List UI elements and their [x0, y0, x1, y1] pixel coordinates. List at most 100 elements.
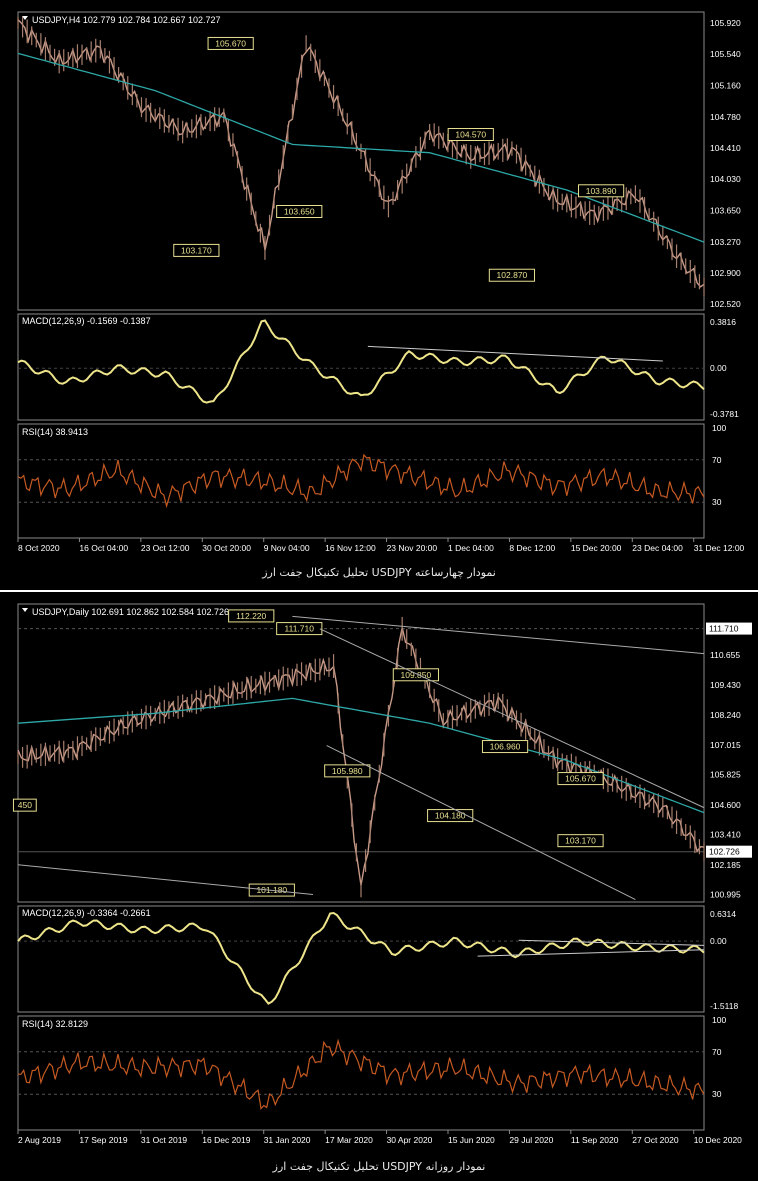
price-annotation: 103.650 — [284, 206, 315, 216]
time-axis-label: 31 Jan 2020 — [264, 1135, 311, 1145]
macd-line — [17, 319, 705, 404]
moving-average-line — [17, 697, 705, 814]
price-annotation: 103.170 — [565, 836, 596, 846]
price-panel-frame — [17, 603, 705, 903]
price-annotation-box — [276, 204, 323, 218]
price-axis-label: 102.185 — [710, 860, 741, 870]
price-annotation-box — [173, 243, 220, 257]
price-annotation-box — [488, 268, 536, 282]
price-annotation: 103.890 — [586, 186, 617, 196]
rsi-panel-frame — [17, 1015, 705, 1131]
price-annotation: 104.570 — [455, 130, 486, 140]
price-annotation: 105.670 — [215, 38, 246, 48]
rsi-axis-label: 100 — [712, 423, 726, 433]
time-axis-label: 17 Sep 2019 — [79, 1135, 127, 1145]
price-axis-label: 105.160 — [710, 81, 741, 91]
rsi-axis-label: 30 — [712, 1089, 722, 1099]
rsi-header: RSI(14) 32.8129 — [22, 1019, 88, 1029]
time-axis-label: 23 Nov 20:00 — [387, 543, 438, 553]
daily-caption: تحلیل تکنیکال جفت ارز USDJPY نمودار روزا… — [272, 1160, 486, 1173]
dropdown-triangle-icon — [22, 16, 28, 20]
rsi-axis-label: 70 — [712, 1047, 722, 1057]
trendline — [17, 864, 314, 896]
price-axis-label: 100.995 — [710, 890, 741, 900]
price-tag-bg — [706, 622, 752, 635]
price-annotation: 450 — [18, 800, 32, 810]
time-axis-label: 16 Oct 04:00 — [79, 543, 128, 553]
price-annotation: 111.710 — [285, 624, 315, 634]
price-axis-label: 103.270 — [710, 237, 741, 247]
rsi-axis-label: 30 — [712, 497, 722, 507]
price-axis-label: 103.650 — [710, 206, 741, 216]
price-axis-label: 102.520 — [710, 299, 741, 309]
macd-panel-frame — [17, 905, 705, 1013]
price-annotation-box — [207, 36, 254, 50]
time-axis-label: 31 Dec 12:00 — [694, 543, 745, 553]
price-axis-label: 109.430 — [710, 680, 741, 690]
rsi-panel-frame — [17, 423, 705, 539]
time-axis-label: 15 Jun 2020 — [448, 1135, 495, 1145]
time-axis-label: 8 Dec 12:00 — [509, 543, 555, 553]
price-axis-label: 104.410 — [710, 143, 741, 153]
macd-axis-label: 0.6314 — [710, 909, 736, 919]
dropdown-triangle-icon — [22, 608, 28, 612]
trendline — [326, 745, 636, 900]
h4-chart-svg: USDJPY,H4 102.779 102.784 102.667 102.72… — [17, 11, 745, 553]
price-annotation: 105.980 — [332, 766, 363, 776]
macd-axis-label: -1.5118 — [710, 1001, 738, 1011]
macd-line — [17, 911, 705, 1005]
time-axis-label: 31 Oct 2019 — [141, 1135, 188, 1145]
chart-panel-daily: USDJPY,Daily 102.691 102.862 102.584 102… — [0, 592, 758, 1181]
price-annotation: 112.220 — [236, 611, 266, 621]
rsi-axis-label: 70 — [712, 455, 722, 465]
price-tag: 111.710 — [709, 624, 739, 634]
price-axis-label: 103.410 — [710, 830, 741, 840]
h4-caption: تحلیل تکنیکال جفت ارز USDJPY نمودار چهار… — [262, 566, 496, 579]
time-axis-label: 30 Oct 20:00 — [202, 543, 251, 553]
price-annotation: 106.960 — [490, 742, 521, 752]
trendline — [292, 615, 705, 655]
price-panel-frame — [17, 11, 705, 311]
time-axis-label: 29 Jul 2020 — [509, 1135, 553, 1145]
price-annotation-box — [276, 622, 323, 636]
macd-trendline — [477, 949, 705, 957]
price-axis-label: 102.900 — [710, 268, 741, 278]
time-axis-label: 1 Dec 04:00 — [448, 543, 494, 553]
time-axis-label: 23 Oct 12:00 — [141, 543, 190, 553]
price-annotation: 109.850 — [401, 670, 432, 680]
macd-axis-label: 0.00 — [710, 936, 727, 946]
price-axis-label: 104.780 — [710, 112, 741, 122]
price-tag-bg — [706, 845, 752, 858]
time-axis-label: 30 Apr 2020 — [387, 1135, 433, 1145]
moving-average-line — [17, 52, 705, 243]
time-axis-label: 17 Mar 2020 — [325, 1135, 373, 1145]
price-annotation: 102.870 — [497, 270, 528, 280]
price-axis-label: 105.920 — [710, 18, 741, 28]
price-annotation-box — [578, 184, 625, 198]
rsi-line — [17, 453, 705, 509]
price-annotation: 103.170 — [181, 245, 212, 255]
time-axis-label: 23 Dec 04:00 — [632, 543, 683, 553]
time-axis-label: 27 Oct 2020 — [632, 1135, 679, 1145]
price-annotation-box — [12, 798, 37, 812]
time-axis-label: 16 Dec 2019 — [202, 1135, 250, 1145]
price-tag: 102.726 — [709, 847, 740, 857]
macd-header: MACD(12,26,9) -0.1569 -0.1387 — [22, 316, 151, 326]
macd-trendline — [518, 939, 705, 946]
time-axis-label: 8 Oct 2020 — [18, 543, 60, 553]
price-axis-label: 107.015 — [710, 740, 741, 750]
rsi-line — [17, 1038, 705, 1110]
price-annotation-box — [557, 834, 604, 848]
time-axis-label: 9 Nov 04:00 — [264, 543, 310, 553]
price-annotation-box — [228, 609, 275, 623]
macd-axis-label: 0.00 — [710, 363, 727, 373]
price-axis-label: 105.825 — [710, 770, 741, 780]
rsi-header: RSI(14) 38.9413 — [22, 427, 88, 437]
price-annotation-box — [447, 128, 494, 142]
macd-axis-label: 0.3816 — [710, 317, 736, 327]
daily-chart-svg: USDJPY,Daily 102.691 102.862 102.584 102… — [12, 603, 752, 1145]
rsi-axis-label: 100 — [712, 1015, 726, 1025]
price-axis-label: 105.540 — [710, 49, 741, 59]
time-axis-label: 15 Dec 20:00 — [571, 543, 622, 553]
price-axis-label: 104.030 — [710, 174, 741, 184]
